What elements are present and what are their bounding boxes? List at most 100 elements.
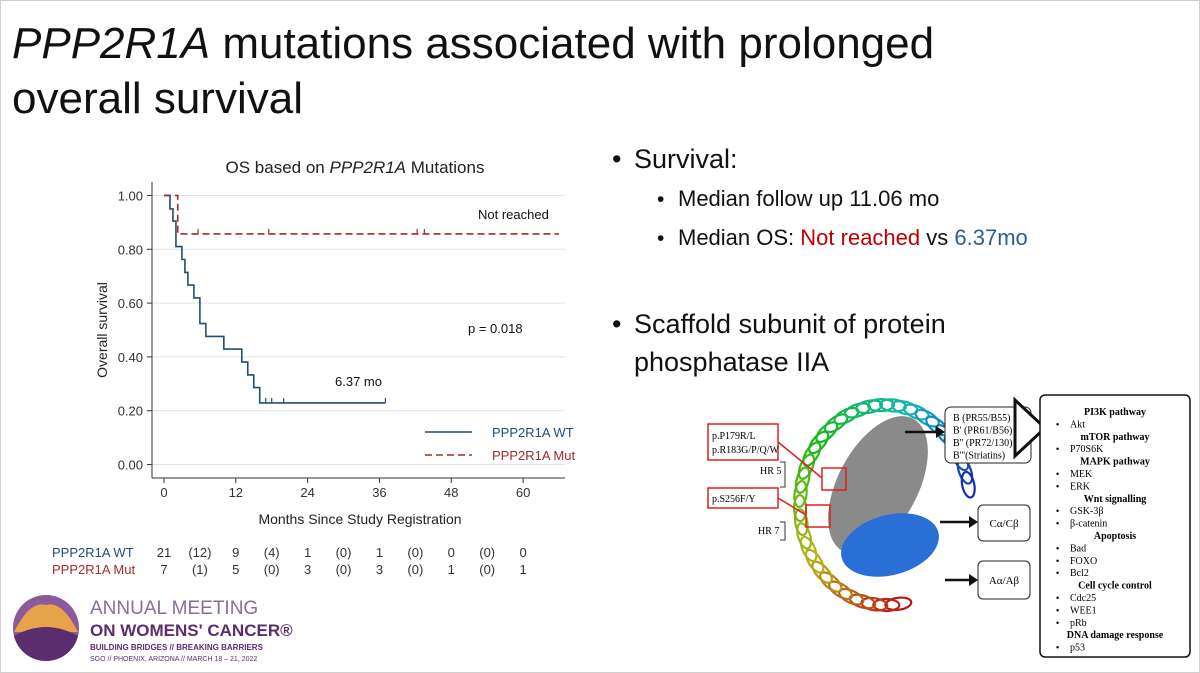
- a-subunit-label: Aα/Aβ: [989, 575, 1020, 587]
- logo-land: [14, 627, 78, 661]
- y-tick-label: 0.20: [118, 404, 143, 419]
- risk-value: 0: [519, 545, 526, 560]
- risk-value: (12): [188, 545, 211, 560]
- risk-value: (0): [479, 562, 495, 577]
- bullet-text: Scaffold subunit of protein: [634, 309, 946, 339]
- mutation-site: [821, 467, 847, 491]
- risk-value: 0: [448, 545, 455, 560]
- y-tick-label: 0.00: [118, 458, 143, 473]
- bullet-text: Median follow up 11.06 mo: [678, 186, 939, 211]
- annotation: p = 0.018: [468, 321, 523, 336]
- pathway-bullet: •: [1056, 481, 1059, 491]
- pathway-item: MEK: [1070, 469, 1093, 480]
- x-tick-label: 12: [229, 485, 243, 500]
- pathway-item: β-catenin: [1070, 519, 1107, 530]
- y-tick-label: 1.00: [118, 188, 143, 203]
- risk-value: 1: [304, 545, 311, 560]
- pathway-item: Akt: [1070, 419, 1085, 430]
- risk-value: (1): [192, 562, 208, 577]
- risk-value: (0): [336, 562, 352, 577]
- chart-title-part: Mutations: [406, 158, 484, 177]
- risk-value: (0): [407, 562, 423, 577]
- risk-value: (0): [336, 545, 352, 560]
- mutation-label: p.R183G/P/Q/W: [712, 445, 780, 456]
- x-tick-label: 0: [160, 485, 167, 500]
- y-tick-label: 0.40: [118, 350, 143, 365]
- mutation-connector: [777, 441, 823, 479]
- bracket: [780, 461, 786, 541]
- pathway-header: DNA damage response: [1067, 630, 1164, 641]
- pathway-bullet: •: [1056, 643, 1059, 653]
- arrow-head: [936, 426, 945, 438]
- survival-curve: [163, 194, 386, 404]
- b-subunit-label: B' (PR61/B56): [953, 426, 1012, 437]
- pathway-header: Cell cycle control: [1078, 581, 1152, 592]
- risk-value: (0): [479, 545, 495, 560]
- bullet-text: Survival:: [634, 144, 738, 174]
- c-subunit-box: [977, 504, 1031, 542]
- protein-helix: [860, 596, 889, 612]
- slide-title-part: mutations associated with prolonged: [210, 19, 934, 68]
- protein-helix: [794, 466, 811, 494]
- pathway-item: pRb: [1070, 618, 1087, 629]
- risk-value: 7: [160, 562, 167, 577]
- bullet-dot: •: [657, 188, 664, 211]
- logo-text: SGO // PHOENIX, ARIZONA // MARCH 18 – 21…: [90, 656, 257, 663]
- pathway-item: WEE1: [1070, 605, 1097, 616]
- logo-text: ANNUAL MEETING: [90, 598, 258, 619]
- protein-helix: [802, 441, 822, 467]
- arrow-head: [969, 574, 978, 586]
- risk-value: 1: [448, 562, 455, 577]
- pathway-item: Bad: [1070, 543, 1086, 554]
- bullet-text-part: 6.37mo: [954, 225, 1027, 250]
- pathway-item: P70S6K: [1070, 444, 1104, 455]
- legend-label: PPP2R1A Mut: [492, 448, 575, 463]
- bullet-text-part: Not reached: [800, 225, 920, 250]
- mutation-label: p.S256F/Y: [712, 494, 756, 505]
- region-label: HR 5: [760, 466, 781, 477]
- pathway-bullet: •: [1056, 469, 1059, 479]
- pathway-bullet: •: [1056, 419, 1059, 429]
- x-axis-label: Months Since Study Registration: [258, 511, 461, 527]
- mutation-label: p.P179R/L: [712, 431, 756, 442]
- survival-curve: [163, 194, 560, 235]
- annotation: 6.37 mo: [335, 374, 382, 389]
- logo-text: BUILDING BRIDGES // BREAKING BARRIERS: [90, 643, 264, 652]
- y-tick-label: 0.60: [118, 296, 143, 311]
- x-tick-label: 60: [516, 485, 530, 500]
- mutation-site: [805, 504, 831, 528]
- bullet-dot: •: [612, 144, 621, 174]
- pathway-bullet: •: [1056, 593, 1059, 603]
- pathway-bullet: •: [1056, 506, 1059, 516]
- b-subunit-label: B'' (PR72/130): [953, 438, 1012, 449]
- risk-value: 3: [304, 562, 311, 577]
- protein-helix: [884, 596, 913, 612]
- legend-label: PPP2R1A WT: [492, 425, 574, 440]
- slide-title-part: PPP2R1A: [12, 19, 210, 68]
- risk-value: 9: [232, 545, 239, 560]
- mutation-connector: [777, 497, 807, 516]
- pathway-bullet: •: [1056, 605, 1059, 615]
- risk-value: 21: [157, 545, 171, 560]
- risk-value: (0): [264, 562, 280, 577]
- pathway-header: Apoptosis: [1094, 531, 1136, 542]
- pathway-header: Wnt signalling: [1084, 494, 1147, 505]
- bullet-text: phosphatase IIA: [634, 347, 829, 377]
- protein-helix: [811, 560, 833, 584]
- pathway-item: FOXO: [1070, 556, 1097, 567]
- risk-value: 3: [376, 562, 383, 577]
- pathway-box: [1039, 394, 1191, 658]
- x-tick-label: 48: [444, 485, 458, 500]
- region-label: HR 7: [758, 526, 779, 537]
- b-subunit-label: B'''(Striatins): [953, 451, 1005, 462]
- bullet-text-part: vs: [920, 225, 954, 250]
- bullet-text: Median OS: Not reached vs 6.37mo: [678, 225, 1028, 250]
- risk-value: (4): [264, 545, 280, 560]
- logo-text: ON WOMENS' CANCER®: [90, 621, 293, 640]
- logo-sunset: [14, 604, 78, 632]
- risk-value: 1: [519, 562, 526, 577]
- protein-helix: [793, 480, 808, 509]
- annotation: Not reached: [478, 207, 549, 222]
- pathway-header: MAPK pathway: [1080, 457, 1150, 468]
